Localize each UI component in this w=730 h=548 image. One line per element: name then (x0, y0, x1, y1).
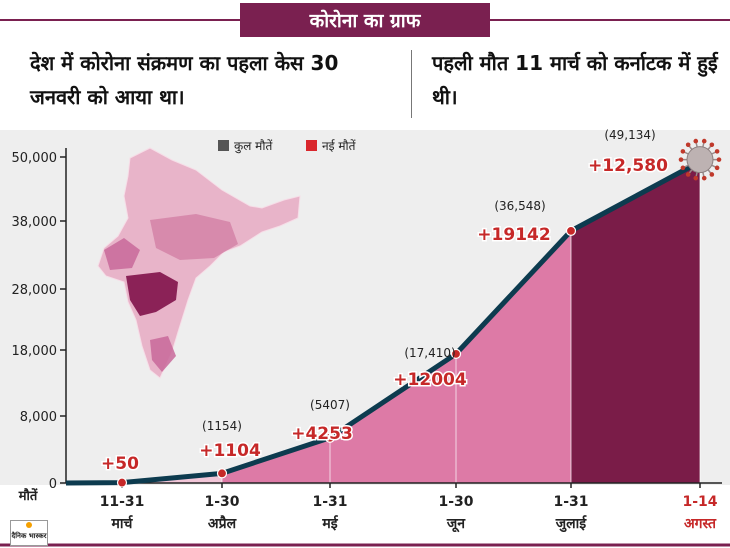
y-tick-label: 28,000 (12, 283, 58, 298)
total-deaths-label: (17,410) (404, 346, 455, 360)
new-deaths-label: +50 (101, 454, 139, 474)
virus-spike-tip (693, 138, 699, 144)
x-tick-label: 1-30 (438, 494, 473, 510)
legend-swatch (306, 140, 317, 151)
brand-name: दैनिक भास्कर (11, 532, 47, 540)
new-deaths-label: +4253 (291, 424, 353, 444)
y-tick-label: 8,000 (20, 410, 57, 425)
area-segment (330, 353, 456, 483)
y-tick-label: 50,000 (12, 151, 58, 166)
x-tick-label: 1-30 (204, 494, 239, 510)
virus-spike-tip (709, 172, 715, 177)
virus-spike-tip (685, 172, 691, 177)
first-death-note: पहली मौत 11 मार्च को कर्नाटक में हुई थी। (432, 51, 718, 109)
data-point (116, 477, 128, 488)
virus-spike-tip (714, 165, 720, 171)
data-point (324, 432, 336, 443)
virus-spike-tip (714, 149, 720, 154)
x-tick-label: 11-31 (100, 494, 145, 510)
new-deaths-label: +19142 (477, 225, 550, 245)
x-tick-label: 1-31 (312, 494, 347, 510)
virus-body (686, 146, 714, 174)
x-tick-label: अगस्त (684, 516, 717, 532)
x-tick-label: मार्च (111, 515, 134, 532)
virus-spike-tip (701, 138, 707, 144)
virus-spike-tip (693, 175, 699, 181)
virus-spike-tip (680, 165, 686, 171)
virus-icon (678, 138, 722, 181)
data-point (565, 225, 577, 236)
x-axis-title: मौतें (18, 488, 39, 504)
x-tick-label: 1-14 (682, 494, 717, 510)
data-point (450, 348, 462, 359)
total-deaths-label: (36,548) (494, 199, 545, 213)
area-segment (571, 161, 700, 484)
x-tick-label: मई (321, 515, 338, 532)
virus-spike-tip (680, 149, 686, 154)
x-tick-label: 1-31 (553, 494, 588, 510)
y-tick-label: 18,000 (12, 344, 58, 359)
legend-swatch (218, 140, 229, 151)
total-deaths-label: (5407) (310, 398, 350, 412)
virus-spike-tip (701, 175, 707, 181)
india-map-graphic (97, 147, 301, 379)
virus-spike-tip (716, 157, 722, 162)
virus-spike-tip (709, 142, 715, 148)
y-tick-label: 38,000 (12, 215, 58, 230)
first-case-note: देश में कोरोना संक्रमण का पहला केस 30 जन… (30, 51, 339, 109)
data-point (216, 468, 228, 479)
legend-label: कुल मौतें (234, 139, 273, 154)
new-deaths-label: +1104 (199, 441, 261, 461)
x-tick-label: अप्रैल (208, 515, 237, 532)
x-tick-label: जुलाई (555, 515, 588, 533)
virus-spike-tip (678, 157, 684, 162)
virus-spike-tip (685, 142, 691, 148)
page-title: कोरोना का ग्राफ (240, 3, 490, 37)
new-deaths-label: +12004 (393, 370, 467, 390)
x-tick-label: जून (446, 516, 466, 533)
new-deaths-label: +12,580 (588, 156, 668, 176)
area-segment (456, 230, 571, 483)
divider (411, 50, 412, 118)
brand-logo: दैनिक भास्कर (10, 520, 48, 546)
x-axis-band (0, 485, 730, 548)
total-deaths-label: (49,134) (604, 128, 655, 142)
y-tick-label: 0 (49, 477, 57, 492)
legend-label: नई मौतें (322, 139, 357, 153)
total-deaths-label: (1154) (202, 419, 242, 433)
